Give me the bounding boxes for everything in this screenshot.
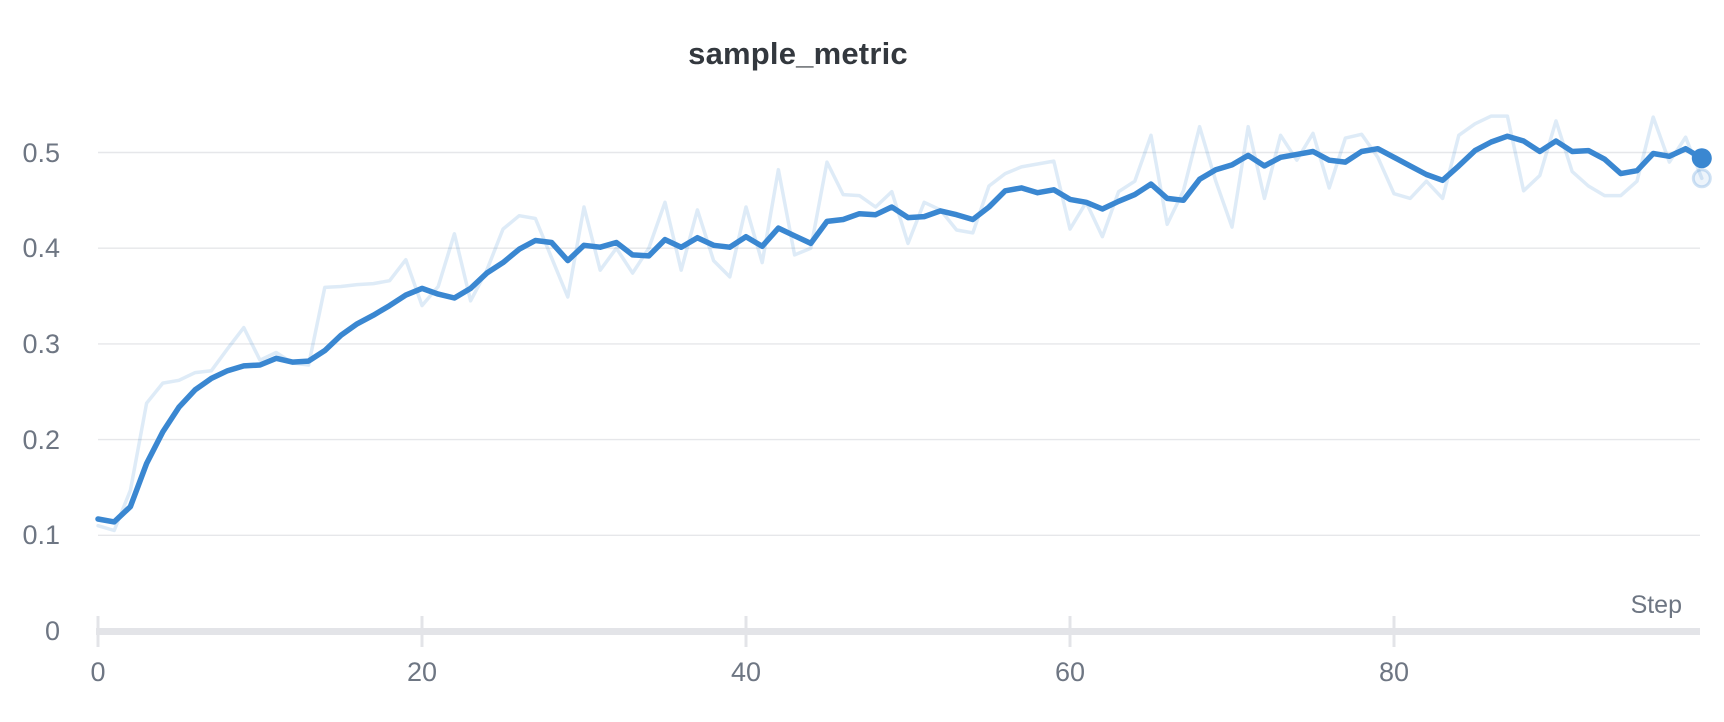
- x-tick-label-0: 0: [90, 657, 106, 687]
- x-tick-label-60: 60: [1054, 657, 1086, 687]
- y-tick-label-0.3: 0.3: [22, 329, 60, 359]
- x-tick-label-40: 40: [730, 657, 762, 687]
- y-tick-label-0: 0: [44, 616, 60, 646]
- y-tick-label-0.1: 0.1: [22, 520, 60, 550]
- raw-endpoint-ghost-dot: [1691, 168, 1712, 189]
- chart-title: sample_metric: [688, 36, 908, 71]
- y-tick-label-0.2: 0.2: [22, 425, 60, 455]
- x-tick-label-80: 80: [1378, 657, 1410, 687]
- y-tick-label-0.4: 0.4: [22, 233, 60, 263]
- x-axis-title: Step: [1630, 591, 1682, 619]
- smoothed-metric-line: [95, 133, 1705, 525]
- raw-metric-line: [96, 114, 1704, 533]
- x-axis-bar: [96, 628, 1700, 635]
- smoothed-endpoint-dot[interactable]: [1691, 148, 1712, 169]
- y-tick-label-0.5: 0.5: [22, 138, 60, 168]
- x-tick-label-20: 20: [406, 657, 438, 687]
